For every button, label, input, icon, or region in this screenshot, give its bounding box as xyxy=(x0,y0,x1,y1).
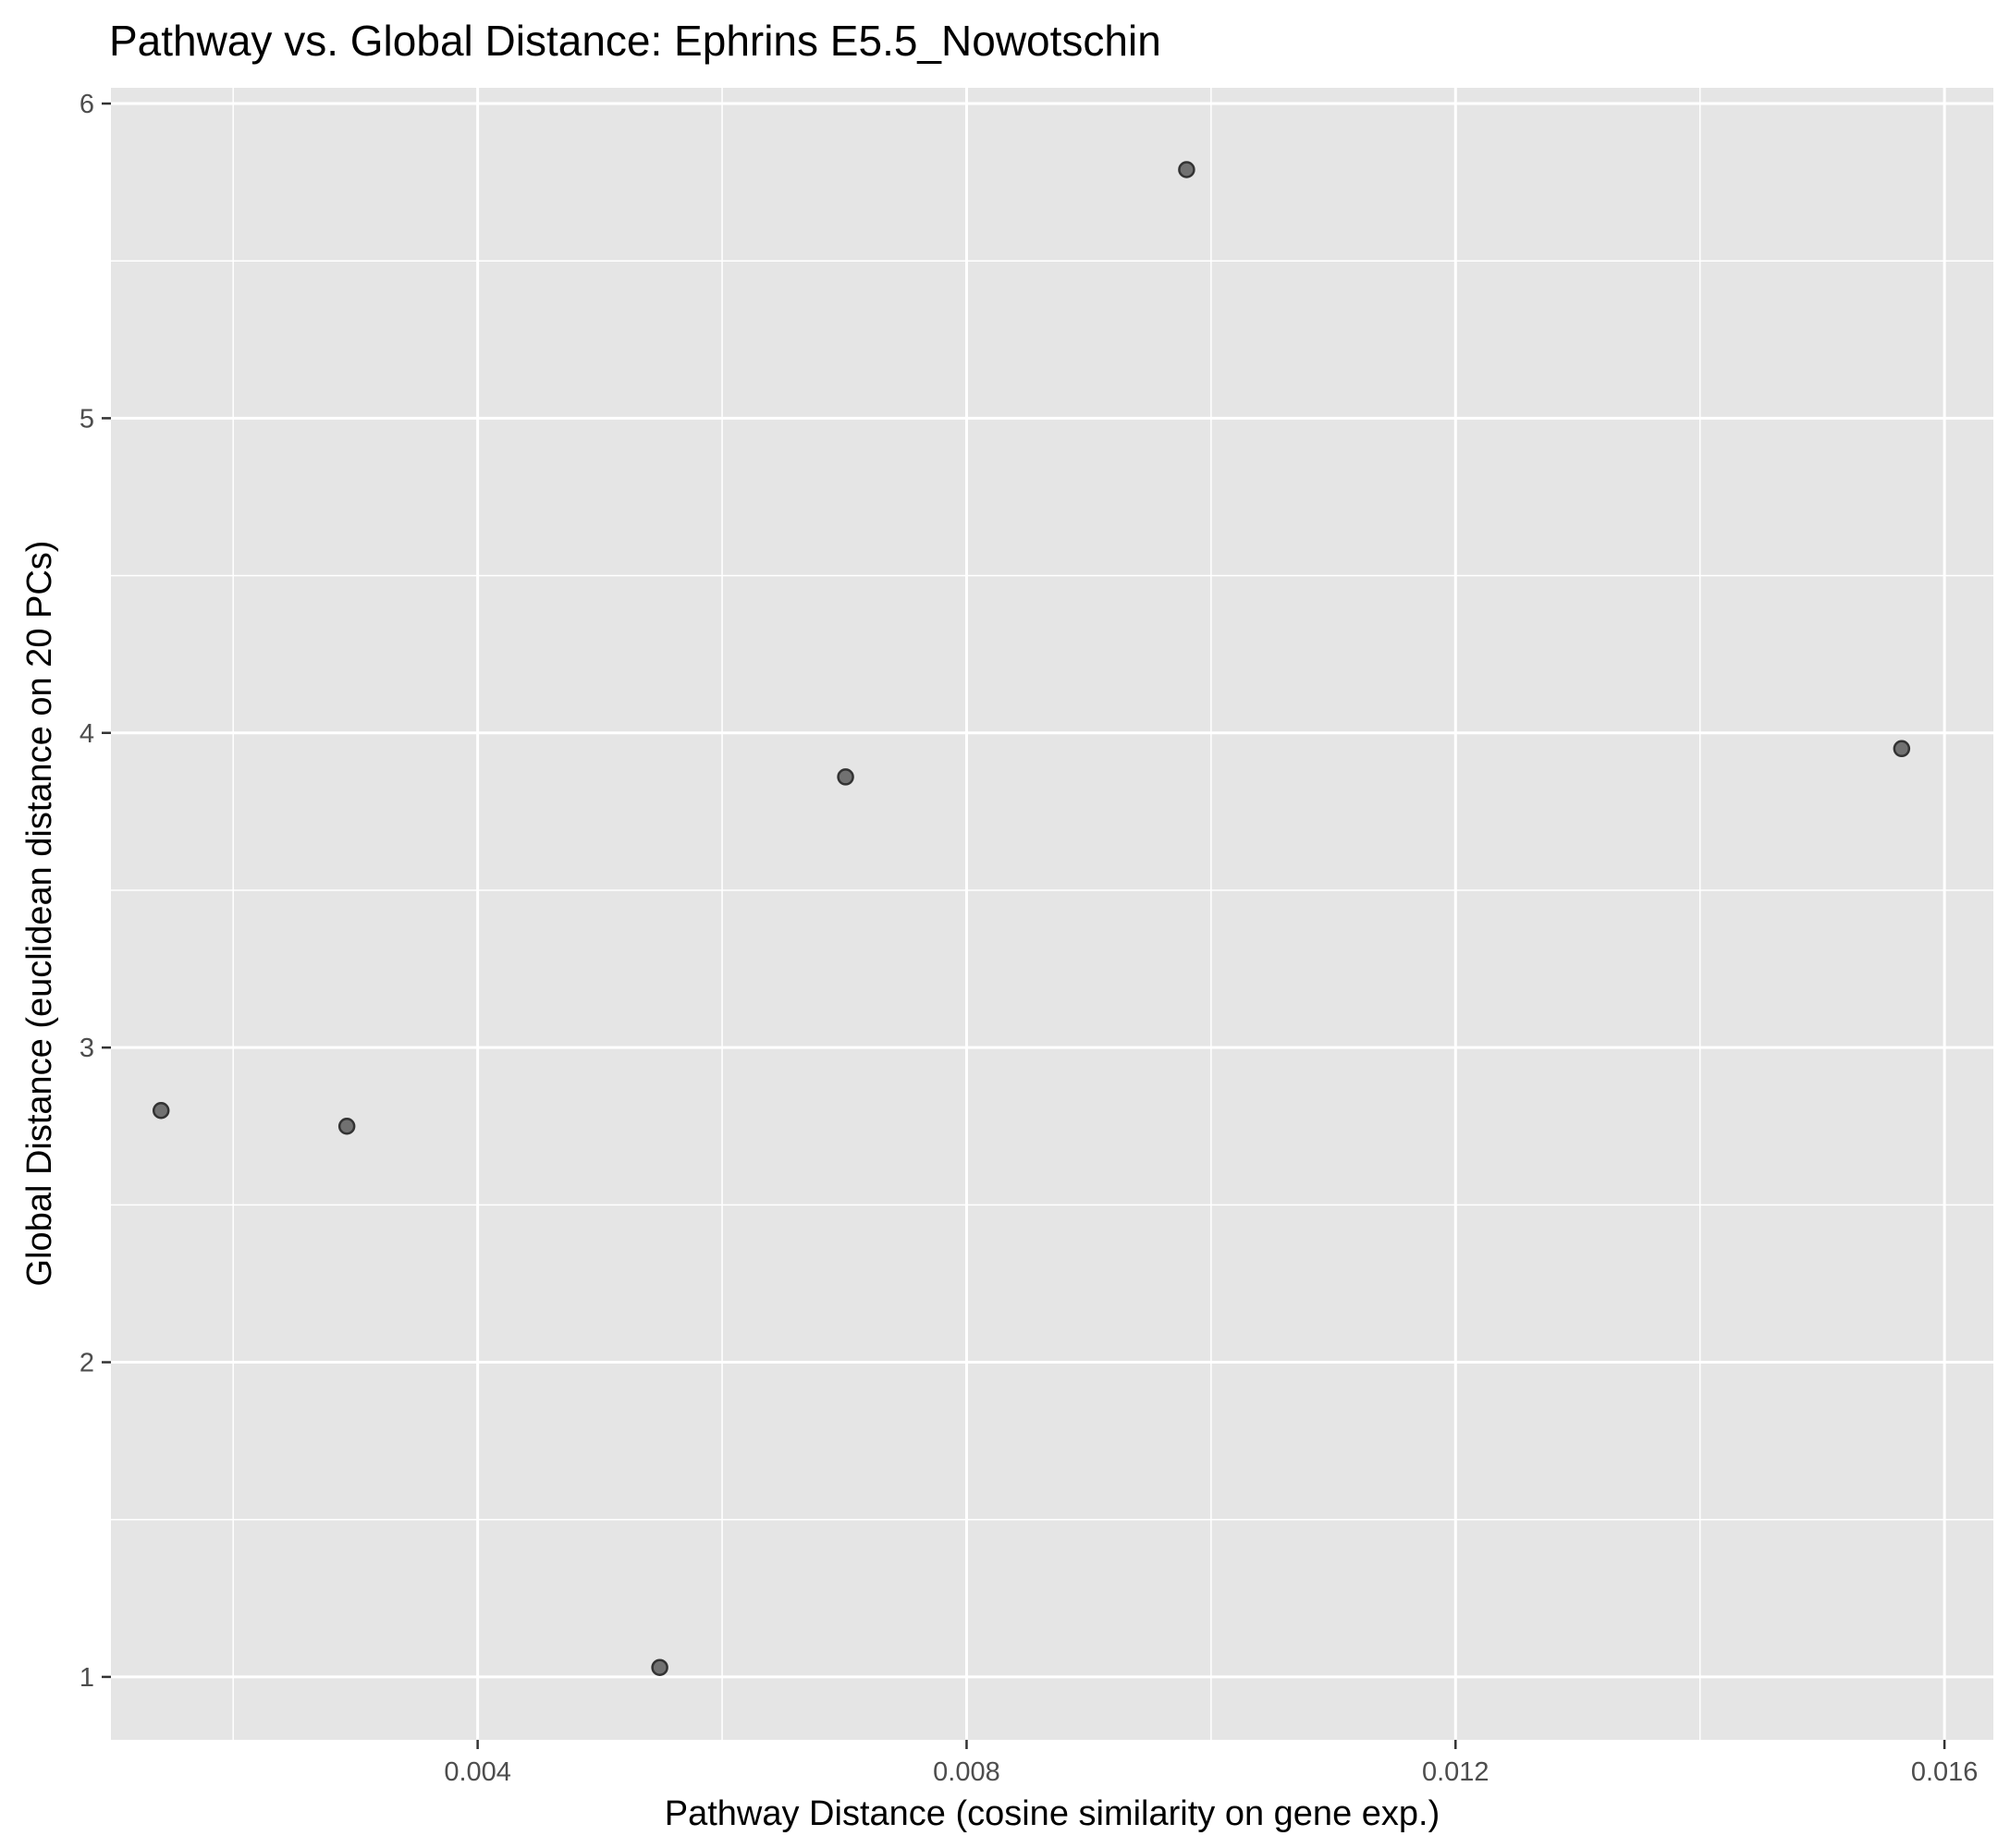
y-tick-label: 1 xyxy=(80,1663,94,1693)
x-tick-label: 0.008 xyxy=(933,1757,1000,1787)
major-gridlines xyxy=(111,88,1993,1740)
data-point xyxy=(1893,740,1911,758)
y-tick-label: 6 xyxy=(80,90,94,119)
x-tick-label: 0.004 xyxy=(444,1757,511,1787)
x-tick-label: 0.012 xyxy=(1422,1757,1489,1787)
x-axis-label: Pathway Distance (cosine similarity on g… xyxy=(665,1794,1440,1833)
data-point xyxy=(152,1101,170,1120)
y-axis: 1 2 3 4 5 6 xyxy=(80,90,111,1693)
y-tick-label: 3 xyxy=(80,1034,94,1063)
y-tick-label: 4 xyxy=(80,719,94,749)
y-axis-label: Global Distance (euclidean distance on 2… xyxy=(20,541,59,1287)
data-point xyxy=(1178,161,1195,178)
x-tick-label: 0.016 xyxy=(1911,1757,1979,1787)
chart-title: Pathway vs. Global Distance: Ephrins E5.… xyxy=(109,17,1161,65)
data-point xyxy=(337,1118,356,1135)
x-axis: 0.004 0.008 0.012 0.016 xyxy=(444,1740,1978,1787)
data-points xyxy=(152,161,1911,1676)
minor-gridlines xyxy=(111,88,1993,1740)
data-point xyxy=(837,768,854,786)
y-tick-label: 5 xyxy=(80,404,94,434)
y-tick-label: 2 xyxy=(80,1349,94,1378)
plot-panel xyxy=(111,88,1993,1740)
data-point xyxy=(651,1658,668,1676)
